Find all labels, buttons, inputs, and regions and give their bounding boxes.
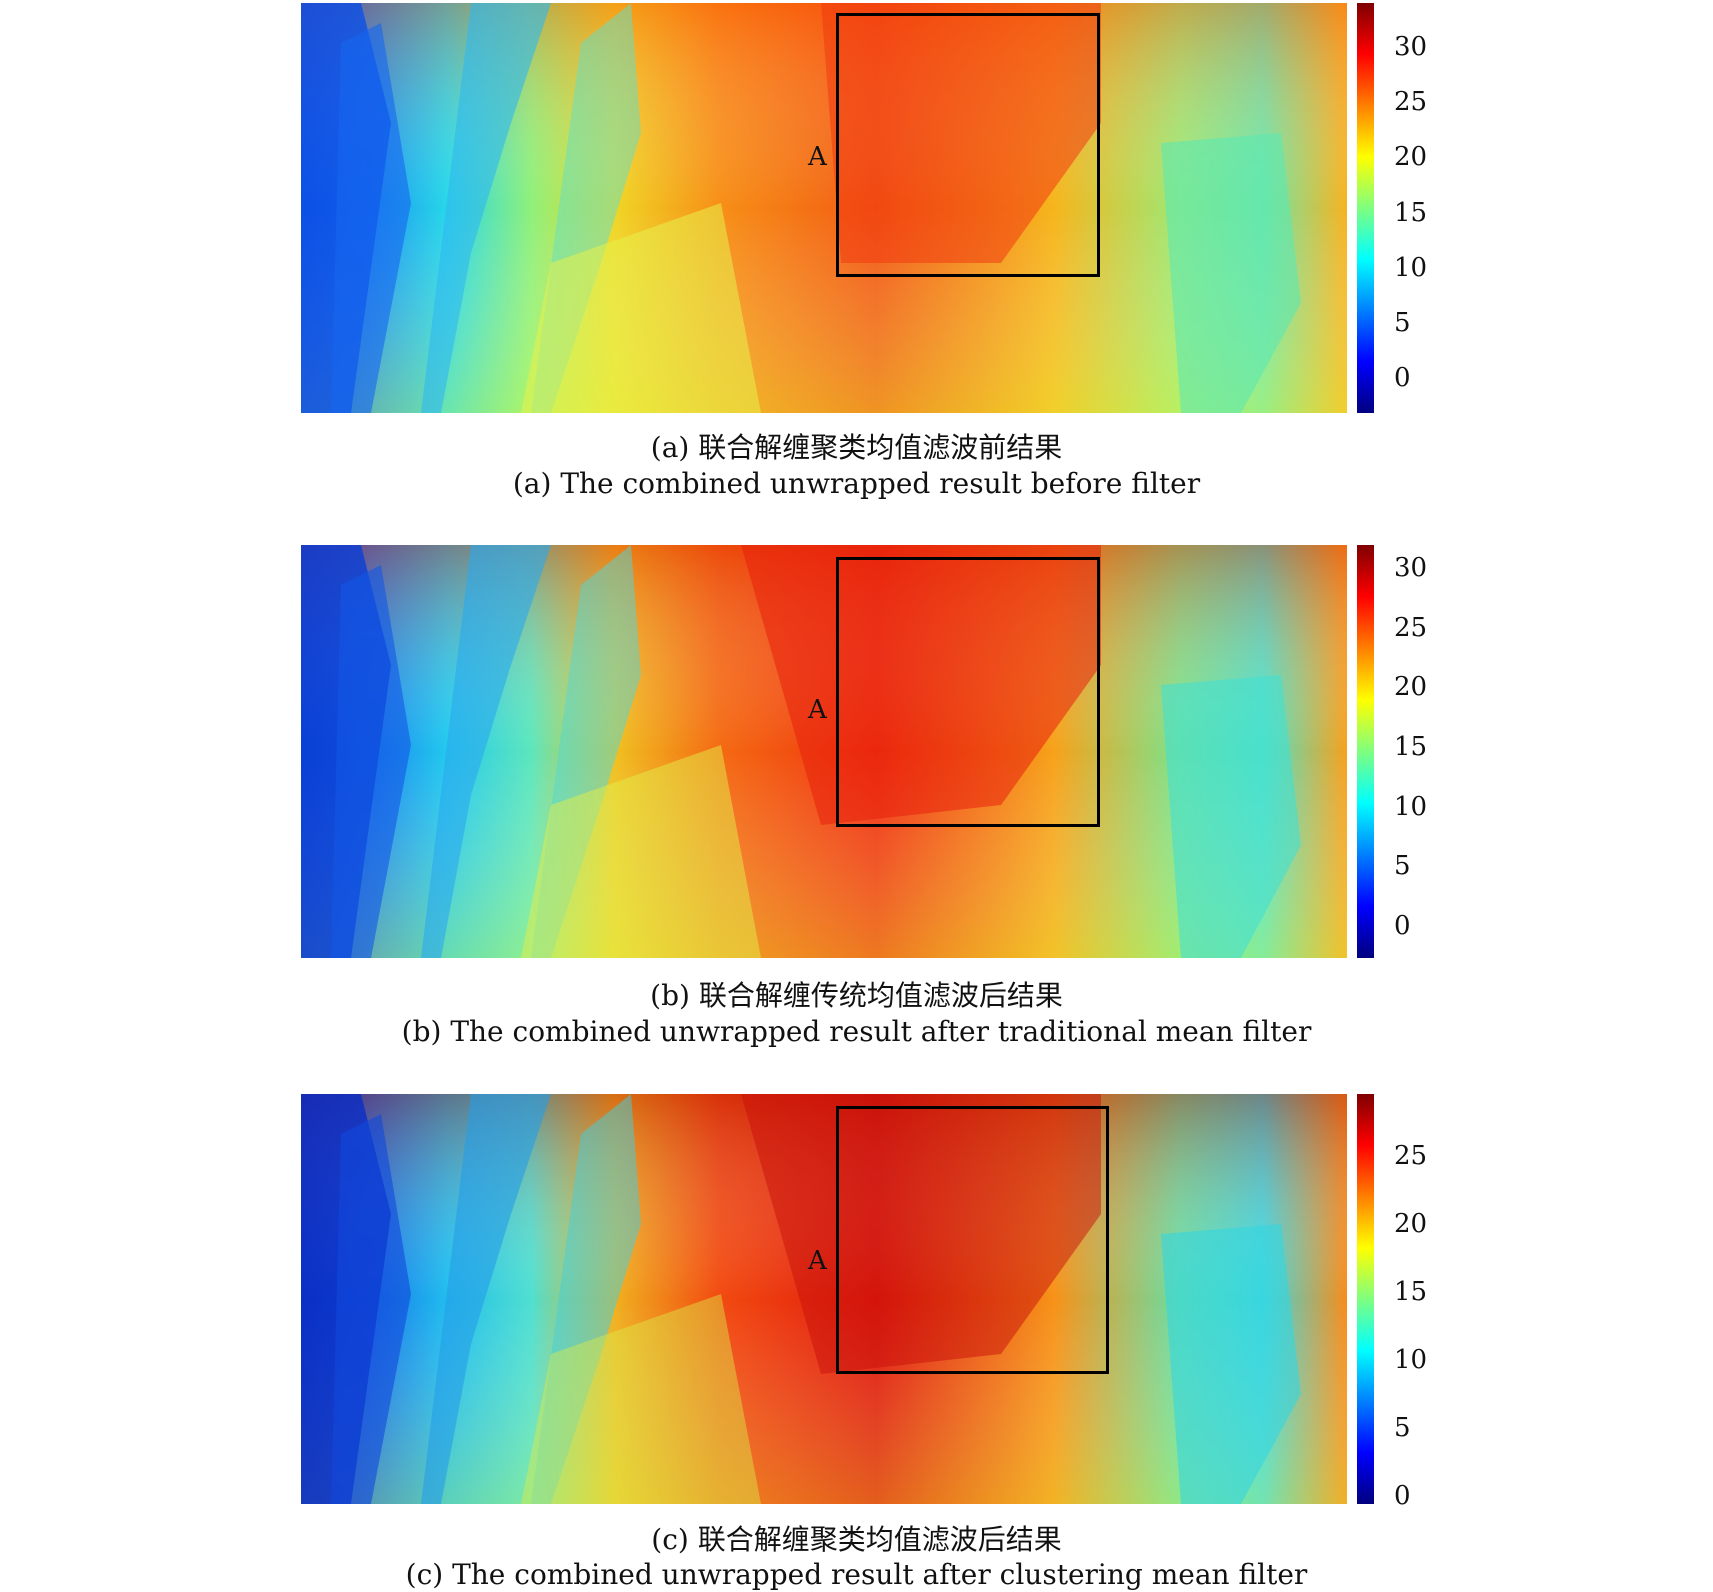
colorbar-a-tick: 5 — [1394, 308, 1411, 338]
colorbar-b-tick: 30 — [1394, 553, 1428, 583]
heatmap-a — [301, 3, 1347, 413]
caption-cn-c: (c) 联合解缠聚类均值滤波后结果 — [651, 1523, 1062, 1556]
caption-cn-a: (a) 联合解缠聚类均值滤波前结果 — [650, 431, 1063, 464]
caption-en-b: (b) The combined unwrapped result after … — [401, 1015, 1312, 1048]
colorbar-a-tick: 15 — [1394, 198, 1428, 228]
colorbar-c-tick: 0 — [1394, 1481, 1411, 1511]
unwrapped-phase-map-c — [301, 1094, 1347, 1504]
colorbar-a-tick: 30 — [1394, 32, 1428, 62]
region-box-b — [836, 557, 1100, 827]
colorbar-b-tick: 10 — [1394, 792, 1428, 822]
colorbar-a — [1357, 3, 1374, 413]
colorbar-c-tick: 15 — [1394, 1277, 1428, 1307]
colorbar-b-tick: 15 — [1394, 732, 1428, 762]
colorbar-b — [1357, 545, 1374, 958]
colorbar-c-tick: 5 — [1394, 1413, 1411, 1443]
colorbar-a-tick: 10 — [1394, 253, 1428, 283]
heatmap-c — [301, 1094, 1347, 1504]
heatmap-b — [301, 545, 1347, 958]
colorbar-c-tick: 10 — [1394, 1345, 1428, 1375]
unwrapped-phase-map-a — [301, 3, 1347, 413]
colorbar-a-tick: 0 — [1394, 363, 1411, 393]
colorbar-a-tick: 25 — [1394, 87, 1428, 117]
region-box-a — [836, 13, 1100, 277]
colorbar-b-tick: 25 — [1394, 613, 1428, 643]
region-label-b: A — [808, 695, 827, 725]
colorbar-b-tick: 20 — [1394, 672, 1428, 702]
colorbar-b-tick: 5 — [1394, 851, 1411, 881]
colorbar-c-tick: 25 — [1394, 1141, 1428, 1171]
colorbar-c-tick: 20 — [1394, 1209, 1428, 1239]
caption-cn-b: (b) 联合解缠传统均值滤波后结果 — [650, 979, 1063, 1012]
region-label-a: A — [808, 142, 827, 172]
region-label-c: A — [808, 1246, 827, 1276]
region-box-c — [836, 1106, 1109, 1374]
colorbar-b-tick: 0 — [1394, 911, 1411, 941]
caption-en-c: (c) The combined unwrapped result after … — [405, 1558, 1308, 1591]
colorbar-a-tick: 20 — [1394, 142, 1428, 172]
caption-en-a: (a) The combined unwrapped result before… — [512, 467, 1201, 500]
colorbar-c — [1357, 1094, 1374, 1504]
unwrapped-phase-map-b — [301, 545, 1347, 958]
